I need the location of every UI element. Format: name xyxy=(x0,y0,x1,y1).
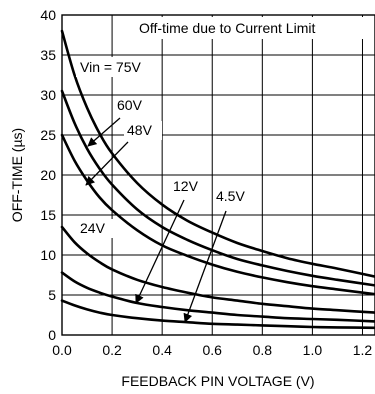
series-line-4 xyxy=(60,225,375,314)
x-tick-label: 0.8 xyxy=(253,342,273,358)
series-label-48v: 48V xyxy=(127,122,153,138)
tick-labels: 0.0 0.2 0.4 0.6 0.8 1.0 1.2 0 5 10 15 20 25 30 35 40 xyxy=(40,7,372,358)
x-tick-label: 0.6 xyxy=(203,342,223,358)
x-tick-label: 1.0 xyxy=(303,342,323,358)
series-line-1 xyxy=(60,29,375,278)
y-tick-label: 0 xyxy=(48,327,56,343)
x-tick-label: 0.2 xyxy=(102,342,122,358)
x-tick-label: 0.0 xyxy=(52,342,72,358)
series-line-2 xyxy=(60,89,375,287)
y-tick-label: 5 xyxy=(48,287,56,303)
x-tick-label: 1.2 xyxy=(353,342,373,358)
y-axis-label: OFF-TIME (µs) xyxy=(9,128,25,222)
chart-title: Off-time due to Current Limit xyxy=(139,20,315,36)
x-tick-label: 0.4 xyxy=(152,342,172,358)
series-curves xyxy=(60,29,375,330)
arrow-48v xyxy=(85,141,129,186)
series-label-12v: 12V xyxy=(173,178,199,194)
series-line-5 xyxy=(60,271,375,323)
series-label-75v: Vin = 75V xyxy=(80,59,142,75)
series-line-3 xyxy=(60,133,375,296)
arrow-60v xyxy=(87,117,121,147)
series-label-60v: 60V xyxy=(117,97,143,113)
y-tick-label: 40 xyxy=(40,7,56,23)
grid xyxy=(62,15,375,335)
x-axis-label: FEEDBACK PIN VOLTAGE (V) xyxy=(121,373,314,389)
y-tick-label: 30 xyxy=(40,87,56,103)
y-tick-label: 15 xyxy=(40,207,56,223)
series-label-24v: 24V xyxy=(80,220,106,236)
series-label-4-5v: 4.5V xyxy=(216,188,245,204)
y-tick-label: 25 xyxy=(40,127,56,143)
arrow-12v xyxy=(135,199,185,304)
arrow-4-5v xyxy=(183,210,227,323)
plot-frame xyxy=(61,14,375,336)
y-tick-label: 20 xyxy=(40,167,56,183)
y-tick-label: 35 xyxy=(40,47,56,63)
y-tick-label: 10 xyxy=(40,247,56,263)
